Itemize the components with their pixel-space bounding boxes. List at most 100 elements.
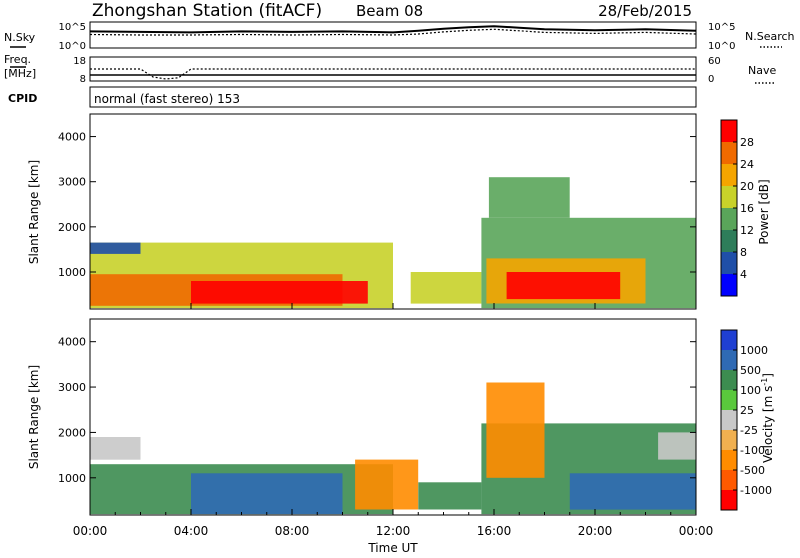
power-cbar-label: 28 bbox=[740, 136, 754, 149]
nsky-tick-bottom: 10^0 bbox=[59, 41, 86, 52]
velocity-colorbar-label-main: Velocity [m s bbox=[761, 386, 775, 463]
velocity-ytick-label: 1000 bbox=[58, 472, 86, 485]
nsearch-tick-bottom: 10^0 bbox=[708, 41, 735, 52]
freq-panel: Freq. [MHz] 18 8 60 0 Nave bbox=[4, 53, 776, 85]
nave-tick-top: 60 bbox=[708, 56, 721, 67]
velocity-band-7 bbox=[569, 473, 697, 510]
power-cbar-label: 8 bbox=[740, 246, 747, 259]
velocity-ytick-label: 4000 bbox=[58, 336, 86, 349]
power-panel: 4000 3000 2000 1000 Slant Range [km] 28 24 20… bbox=[27, 113, 771, 310]
velocity-cbar-label: 100 bbox=[740, 384, 761, 397]
velocity-swatch bbox=[721, 470, 737, 491]
velocity-band-2 bbox=[191, 473, 343, 515]
nsky-label: N.Sky bbox=[4, 31, 36, 44]
x-tick-label: 08:00 bbox=[275, 524, 310, 538]
nsearch-label: N.Search bbox=[745, 30, 795, 43]
power-ytick-label: 4000 bbox=[58, 131, 86, 144]
power-colorbar-label: Power [dB] bbox=[757, 179, 771, 244]
velocity-ytick-label: 3000 bbox=[58, 381, 86, 394]
power-ytick-label: 3000 bbox=[58, 176, 86, 189]
velocity-swatch bbox=[721, 430, 737, 451]
freq-label-line2: [MHz] bbox=[4, 67, 36, 80]
power-colorbar: 28 24 20 16 12 8 4 bbox=[720, 119, 754, 297]
noise-series bbox=[89, 25, 697, 36]
nsearch-tick-top: 10^5 bbox=[708, 22, 735, 33]
velocity-swatch bbox=[721, 450, 737, 471]
velocity-cbar-label: -500 bbox=[740, 464, 765, 477]
station-title: Zhongshan Station (fitACF) bbox=[92, 1, 322, 21]
beam-label: Beam 08 bbox=[356, 2, 423, 20]
nsky-tick-top: 10^5 bbox=[59, 22, 86, 33]
power-swatch bbox=[721, 186, 737, 209]
x-axis-label: Time UT bbox=[367, 541, 418, 554]
nave-line bbox=[90, 68, 696, 80]
velocity-band-8 bbox=[658, 432, 696, 460]
cpid-label: CPID bbox=[8, 92, 37, 105]
velocity-band-1 bbox=[90, 437, 141, 460]
velocity-swatch bbox=[721, 350, 737, 371]
velocity-ytick-label: 2000 bbox=[58, 426, 86, 439]
power-cbar-label: 20 bbox=[740, 180, 754, 193]
velocity-band-6 bbox=[486, 382, 545, 478]
noise-panel: N.Sky 10^5 10^0 10^5 10^0 N.Search bbox=[4, 21, 795, 52]
x-tick-label: 04:00 bbox=[174, 524, 209, 538]
x-tick-label: 12:00 bbox=[376, 524, 411, 538]
power-ytick-label: 2000 bbox=[58, 221, 86, 234]
noise-panel-frame bbox=[89, 21, 697, 49]
velocity-band-3 bbox=[355, 459, 419, 510]
x-tick-label: 16:00 bbox=[477, 524, 512, 538]
velocity-colorbar-label-sup: -1 bbox=[760, 378, 769, 386]
x-tick-label: 20:00 bbox=[578, 524, 613, 538]
power-cbar-label: 4 bbox=[740, 268, 747, 281]
velocity-swatch bbox=[721, 410, 737, 431]
power-swatch bbox=[721, 230, 737, 253]
cpid-value: normal (fast stereo) 153 bbox=[94, 92, 240, 106]
velocity-cbar-label: -1000 bbox=[740, 484, 772, 497]
velocity-cbar-label: 1000 bbox=[740, 344, 768, 357]
power-cbar-label: 24 bbox=[740, 158, 754, 171]
velocity-cbar-label: -100 bbox=[740, 444, 765, 457]
freq-tick-top: 18 bbox=[73, 56, 86, 67]
velocity-colorbar: 1000 500 100 25 -25 -100 -500 -1000 bbox=[720, 329, 772, 511]
velocity-swatch bbox=[721, 370, 737, 391]
velocity-ylabel: Slant Range [km] bbox=[27, 365, 41, 469]
date-label: 28/Feb/2015 bbox=[598, 2, 692, 20]
velocity-y-ticks: 4000 3000 2000 1000 bbox=[58, 336, 696, 485]
power-swatch bbox=[721, 208, 737, 231]
velocity-swatch bbox=[721, 330, 737, 351]
nave-label: Nave bbox=[748, 64, 776, 77]
power-swatch bbox=[721, 142, 737, 165]
velocity-swatch bbox=[721, 490, 737, 511]
power-band-8 bbox=[488, 177, 570, 218]
x-tick-label: 00:00 bbox=[73, 524, 108, 538]
power-swatch bbox=[721, 164, 737, 187]
velocity-band-4 bbox=[418, 482, 482, 510]
freq-tick-bottom: 8 bbox=[80, 74, 86, 85]
power-band-7 bbox=[506, 272, 621, 300]
cpid-strip: CPID normal (fast stereo) 153 bbox=[8, 86, 697, 108]
power-ytick-label: 1000 bbox=[58, 266, 86, 279]
power-cbar-label: 12 bbox=[740, 224, 754, 237]
velocity-colorbar-frame bbox=[720, 329, 738, 511]
velocity-cbar-label: 25 bbox=[740, 404, 754, 417]
x-tick-label: 00:00 bbox=[679, 524, 714, 538]
power-swatch bbox=[721, 274, 737, 297]
velocity-colorbar-label: Velocity [m s-1] bbox=[760, 373, 775, 463]
freq-label-line1: Freq. bbox=[4, 53, 31, 66]
x-axis-ticks: 00:00 04:00 08:00 12:00 16:00 20:00 00:00 bbox=[73, 303, 714, 538]
power-heatmap bbox=[90, 177, 696, 309]
power-band-4 bbox=[410, 272, 482, 304]
power-cbar-label: 16 bbox=[740, 202, 754, 215]
velocity-swatch bbox=[721, 390, 737, 411]
velocity-colorbar-label-end: ] bbox=[761, 373, 775, 378]
power-y-ticks: 4000 3000 2000 1000 bbox=[58, 131, 696, 279]
noise-line-1 bbox=[89, 28, 697, 36]
velocity-cbar-label: -25 bbox=[740, 424, 758, 437]
power-swatch bbox=[721, 252, 737, 275]
power-swatch bbox=[721, 120, 737, 143]
freq-series bbox=[90, 68, 696, 80]
nave-tick-bottom: 0 bbox=[708, 74, 714, 85]
velocity-heatmap bbox=[90, 382, 697, 515]
